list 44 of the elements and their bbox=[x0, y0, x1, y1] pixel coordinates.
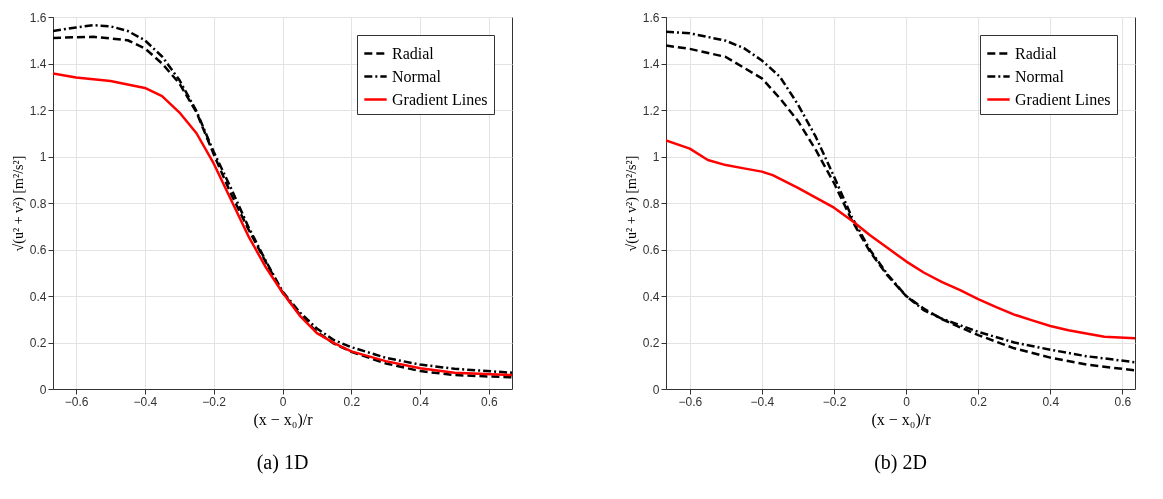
y-tick-label: 1.4 bbox=[29, 57, 47, 71]
y-tick-label: 1.2 bbox=[642, 103, 660, 118]
y-tick-label: 1 bbox=[652, 150, 660, 164]
y-axis-title: √(u² + v²) [m²/s²] bbox=[623, 155, 640, 252]
legend-label: Gradient Lines bbox=[392, 90, 488, 108]
y-tick-label: 1.6 bbox=[642, 10, 660, 25]
y-tick-label: 1.2 bbox=[29, 103, 47, 118]
y-tick-label: 1.6 bbox=[29, 10, 47, 25]
y-tick-label: 1 bbox=[39, 150, 47, 164]
y-tick-label: 0.8 bbox=[642, 196, 660, 211]
y-tick-label: 0.6 bbox=[29, 243, 47, 257]
x-axis-title: (x − x₀)/r bbox=[253, 410, 314, 429]
text: (b) 2D bbox=[874, 451, 927, 474]
x-tick-label: 0 bbox=[279, 394, 287, 409]
x-tick-label: −0.4 bbox=[133, 394, 158, 409]
y-tick-label: 0.4 bbox=[642, 289, 660, 304]
x-tick-label: 0.2 bbox=[343, 394, 361, 409]
legend-label: Gradient Lines bbox=[1015, 90, 1111, 108]
x-tick-label: −0.6 bbox=[64, 394, 89, 409]
x-tick-label: −0.2 bbox=[822, 394, 847, 409]
text: (a) 1D bbox=[256, 451, 309, 474]
legend-label: Radial bbox=[392, 44, 435, 62]
y-axis-title: √(u² + v²) [m²/s²] bbox=[10, 155, 27, 252]
x-tick-label: −0.4 bbox=[750, 394, 775, 409]
y-tick-label: 0.2 bbox=[642, 336, 660, 350]
legend-label: Normal bbox=[1015, 67, 1065, 85]
x-tick-label: 0.6 bbox=[1114, 394, 1132, 409]
y-tick-label: 0.6 bbox=[642, 243, 660, 257]
y-tick-label: 0.2 bbox=[29, 336, 47, 350]
y-tick-label: 0.4 bbox=[29, 289, 47, 304]
x-tick-label: 0.6 bbox=[481, 394, 499, 409]
x-tick-label: 0 bbox=[903, 394, 911, 409]
y-tick-label: 1.4 bbox=[642, 57, 660, 71]
y-tick-label: 0 bbox=[652, 382, 660, 397]
x-tick-label: 0.2 bbox=[970, 394, 988, 409]
legend-label: Normal bbox=[392, 67, 442, 85]
x-tick-label: −0.2 bbox=[202, 394, 227, 409]
legend-label: Radial bbox=[1015, 44, 1058, 62]
y-tick-label: 0.8 bbox=[29, 196, 47, 211]
x-tick-label: 0.4 bbox=[412, 394, 430, 409]
y-tick-label: 0 bbox=[39, 382, 47, 397]
x-tick-label: −0.6 bbox=[678, 394, 703, 409]
x-axis-title: (x − x₀)/r bbox=[871, 410, 932, 429]
x-tick-label: 0.4 bbox=[1042, 394, 1060, 409]
